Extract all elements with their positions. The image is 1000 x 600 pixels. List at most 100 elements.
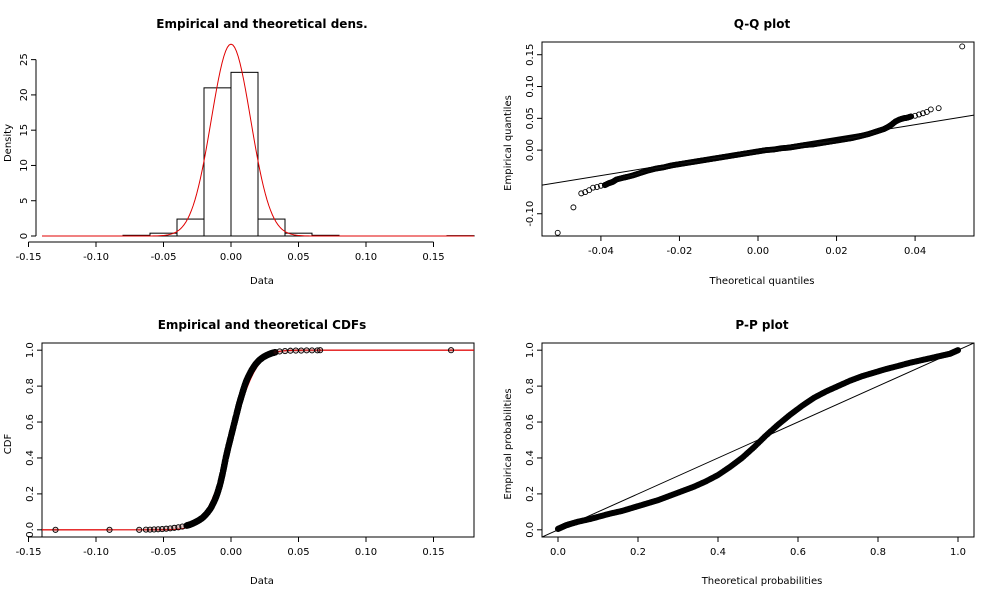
pp-y-tick-label: 0.8 — [525, 378, 536, 394]
qq-point — [554, 229, 561, 236]
pp-xlabel: Theoretical probabilities — [701, 576, 823, 587]
density-marks — [42, 43, 475, 237]
density-y-tick-label: 25 — [19, 53, 30, 66]
density-x-tick-label: -0.05 — [151, 252, 177, 263]
cdf-panel: Empirical and theoretical CDFs Data CDF … — [3, 318, 475, 587]
qq-marks — [542, 43, 974, 236]
cdf-x-tick-label: -0.10 — [83, 547, 109, 558]
cdf-ticks: -0.15 -0.10 -0.05 0.00 0.05 0.10 0.15 0.0 0.2 0.4… — [16, 342, 475, 558]
qq-panel: Q-Q plot Theoretical quantiles Empirical… — [503, 17, 975, 287]
empirical-cdf-point — [281, 348, 289, 355]
empirical-cdf-point — [298, 347, 305, 354]
cdf-x-tick-label: 0.15 — [422, 547, 444, 558]
pp-point — [954, 347, 962, 354]
density-x-tick-label: 0.15 — [422, 252, 444, 263]
empirical-cdf-point — [106, 526, 113, 533]
pp-x-tick-label: 0.8 — [870, 547, 886, 558]
pp-panel: P-P plot Theoretical probabilities Empir… — [503, 318, 975, 587]
density-x-tick-label: 0.10 — [355, 252, 377, 263]
pp-ticks: 0.0 0.2 0.4 0.6 0.8 1.0 0.0 0.2 0.4 0.6 0.8 1.0 — [525, 342, 975, 558]
qq-y-tick-label: 0.00 — [525, 139, 536, 161]
density-y-tick-label: 5 — [19, 198, 30, 204]
qq-x-tick-label: 0.02 — [825, 246, 847, 257]
qq-point — [927, 106, 934, 113]
pp-x-tick-label: 0.6 — [790, 547, 806, 558]
cdf-y-tick-label: 1.0 — [25, 342, 36, 358]
qq-plot-frame — [541, 41, 975, 237]
cdf-x-tick-label: 0.10 — [355, 547, 377, 558]
cdf-plot-frame — [41, 342, 475, 538]
density-xlabel: Data — [250, 276, 274, 287]
cdf-x-tick-label: 0.00 — [220, 547, 242, 558]
empirical-cdf-point — [317, 347, 324, 354]
histogram-bar — [257, 218, 286, 237]
pp-y-tick-label: 0.4 — [525, 450, 536, 466]
cdf-y-tick-label: 0.4 — [25, 450, 36, 466]
theoretical-density-curve — [42, 43, 474, 237]
cdf-marks — [42, 347, 474, 533]
histogram-bar — [203, 87, 232, 237]
qq-point — [916, 111, 922, 118]
empirical-cdf-point — [303, 347, 310, 354]
histogram-bar — [230, 71, 259, 237]
empirical-cdf-point — [287, 347, 294, 354]
qq-point — [912, 112, 919, 119]
qq-y-tick-label: 0.10 — [525, 75, 536, 97]
pp-ylabel: Empirical probabilities — [503, 388, 514, 499]
qq-y-tick-label: 0.15 — [525, 44, 536, 66]
density-y-tick-label: 15 — [19, 124, 30, 137]
density-x-tick-label: 0.05 — [287, 252, 309, 263]
pp-x-tick-label: 0.4 — [710, 547, 726, 558]
density-x-tick-label: 0.00 — [220, 252, 242, 263]
pp-x-tick-label: 0.0 — [550, 547, 566, 558]
theoretical-cdf-curve — [42, 349, 474, 531]
cdf-x-tick-label: 0.05 — [287, 547, 309, 558]
empirical-cdf-point — [136, 526, 143, 533]
qq-point — [578, 190, 585, 197]
qq-ticks: -0.04 -0.02 0.00 0.02 0.04 -0.10 0.00 0.05 0.10 0… — [525, 41, 975, 257]
qq-point — [919, 110, 926, 117]
density-y-tick-label: 20 — [19, 89, 30, 102]
cdf-ylabel: CDF — [3, 434, 14, 455]
qq-xlabel: Theoretical quantiles — [708, 276, 814, 287]
qq-y-tick-label: 0.05 — [525, 107, 536, 129]
empirical-cdf-point — [308, 347, 316, 354]
density-title: Empirical and theoretical dens. — [156, 17, 367, 31]
pp-title: P-P plot — [735, 318, 788, 332]
qq-point — [570, 204, 577, 211]
qq-y-tick-label: -0.10 — [525, 201, 536, 227]
density-x-tick-label: -0.15 — [16, 252, 42, 263]
qq-point — [935, 105, 942, 112]
qq-x-tick-label: -0.04 — [588, 246, 614, 257]
empirical-cdf-point — [447, 347, 455, 354]
cdf-xlabel: Data — [250, 576, 274, 587]
pp-y-tick-label: 0.6 — [525, 414, 536, 430]
qq-x-tick-label: 0.00 — [747, 246, 769, 257]
pp-x-tick-label: 0.2 — [630, 547, 646, 558]
cdf-x-tick-label: -0.05 — [151, 547, 177, 558]
pp-y-tick-label: 0.2 — [525, 486, 536, 502]
empirical-cdf-point — [52, 526, 59, 533]
pp-y-tick-label: 0.0 — [525, 522, 536, 538]
cdf-title: Empirical and theoretical CDFs — [158, 318, 367, 332]
qq-x-tick-label: -0.02 — [667, 246, 693, 257]
density-panel: Empirical and theoretical dens. Data Den… — [3, 17, 475, 287]
qq-point — [590, 184, 597, 191]
empirical-cdf-point — [276, 348, 283, 355]
density-y-tick-label: 10 — [19, 159, 30, 172]
qq-ylabel: Empirical quantiles — [503, 95, 514, 191]
qq-x-tick-label: 0.04 — [904, 246, 926, 257]
pp-y-tick-label: 1.0 — [525, 342, 536, 358]
qq-title: Q-Q plot — [734, 17, 791, 31]
qq-point — [959, 43, 966, 50]
pp-x-tick-label: 1.0 — [950, 547, 966, 558]
density-ticks: -0.15 -0.10 -0.05 0.00 0.05 0.10 0.15 0 5 10 15 20 2… — [16, 53, 445, 263]
cdf-x-tick-label: -0.15 — [16, 547, 42, 558]
cdf-y-tick-label: 0.0 — [25, 522, 36, 538]
histogram-bar — [284, 232, 313, 237]
density-y-tick-label: 0 — [19, 233, 30, 239]
density-x-tick-label: -0.10 — [83, 252, 109, 263]
pp-marks — [542, 343, 974, 537]
cdf-y-tick-label: 0.2 — [25, 486, 36, 502]
